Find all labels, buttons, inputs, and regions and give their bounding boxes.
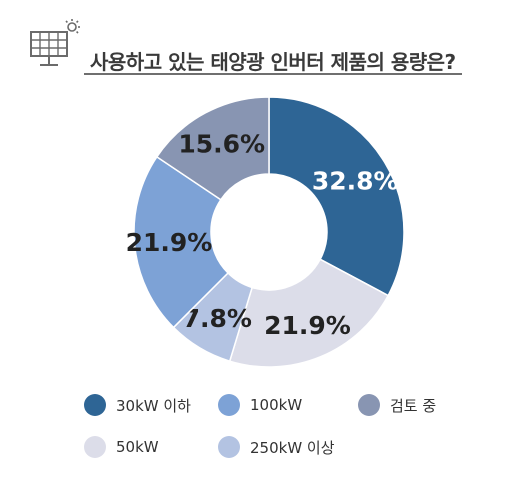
slice-value-label-3: 7.8% [183,304,252,333]
slice-1 [268,96,405,297]
chart-legend: 30kW 이하 100kW 검토 중 50kW 250kW 이상 [0,380,529,493]
legend-item: 100kW [218,394,302,416]
legend-swatch [84,394,106,416]
legend-swatch [358,394,380,416]
slice-4 [133,155,230,329]
legend-item: 검토 중 [358,394,436,416]
chart-header: 사용하고 있는 태양광 인버터 제품의 용량은? [0,0,529,80]
legend-item: 50kW [84,436,159,458]
chart-title: 사용하고 있는 태양광 인버터 제품의 용량은? [90,50,456,74]
legend-swatch [84,436,106,458]
legend-label: 250kW 이상 [250,438,335,457]
legend-label: 100kW [250,396,303,414]
slice-value-label-1: 32.8% [312,166,399,195]
title-underline [84,73,462,75]
slice-value-label-4: 21.9% [126,228,213,257]
legend-item: 30kW 이하 [84,394,191,416]
legend-swatch [218,394,240,416]
legend-swatch [218,436,240,458]
donut-chart: 32.8% 21.9% 7.8% 21.9% 15.6% [126,96,405,368]
legend-label: 검토 중 [390,396,437,415]
legend-item: 250kW 이상 [218,436,335,458]
slice-2 [228,258,390,368]
legend-label: 30kW 이하 [116,396,191,415]
slice-5 [155,96,270,201]
solar-panel-icon [30,19,80,66]
slice-value-label-5: 15.6% [178,129,265,158]
legend-label: 50kW [116,438,159,456]
slice-value-label-2: 21.9% [264,311,351,340]
